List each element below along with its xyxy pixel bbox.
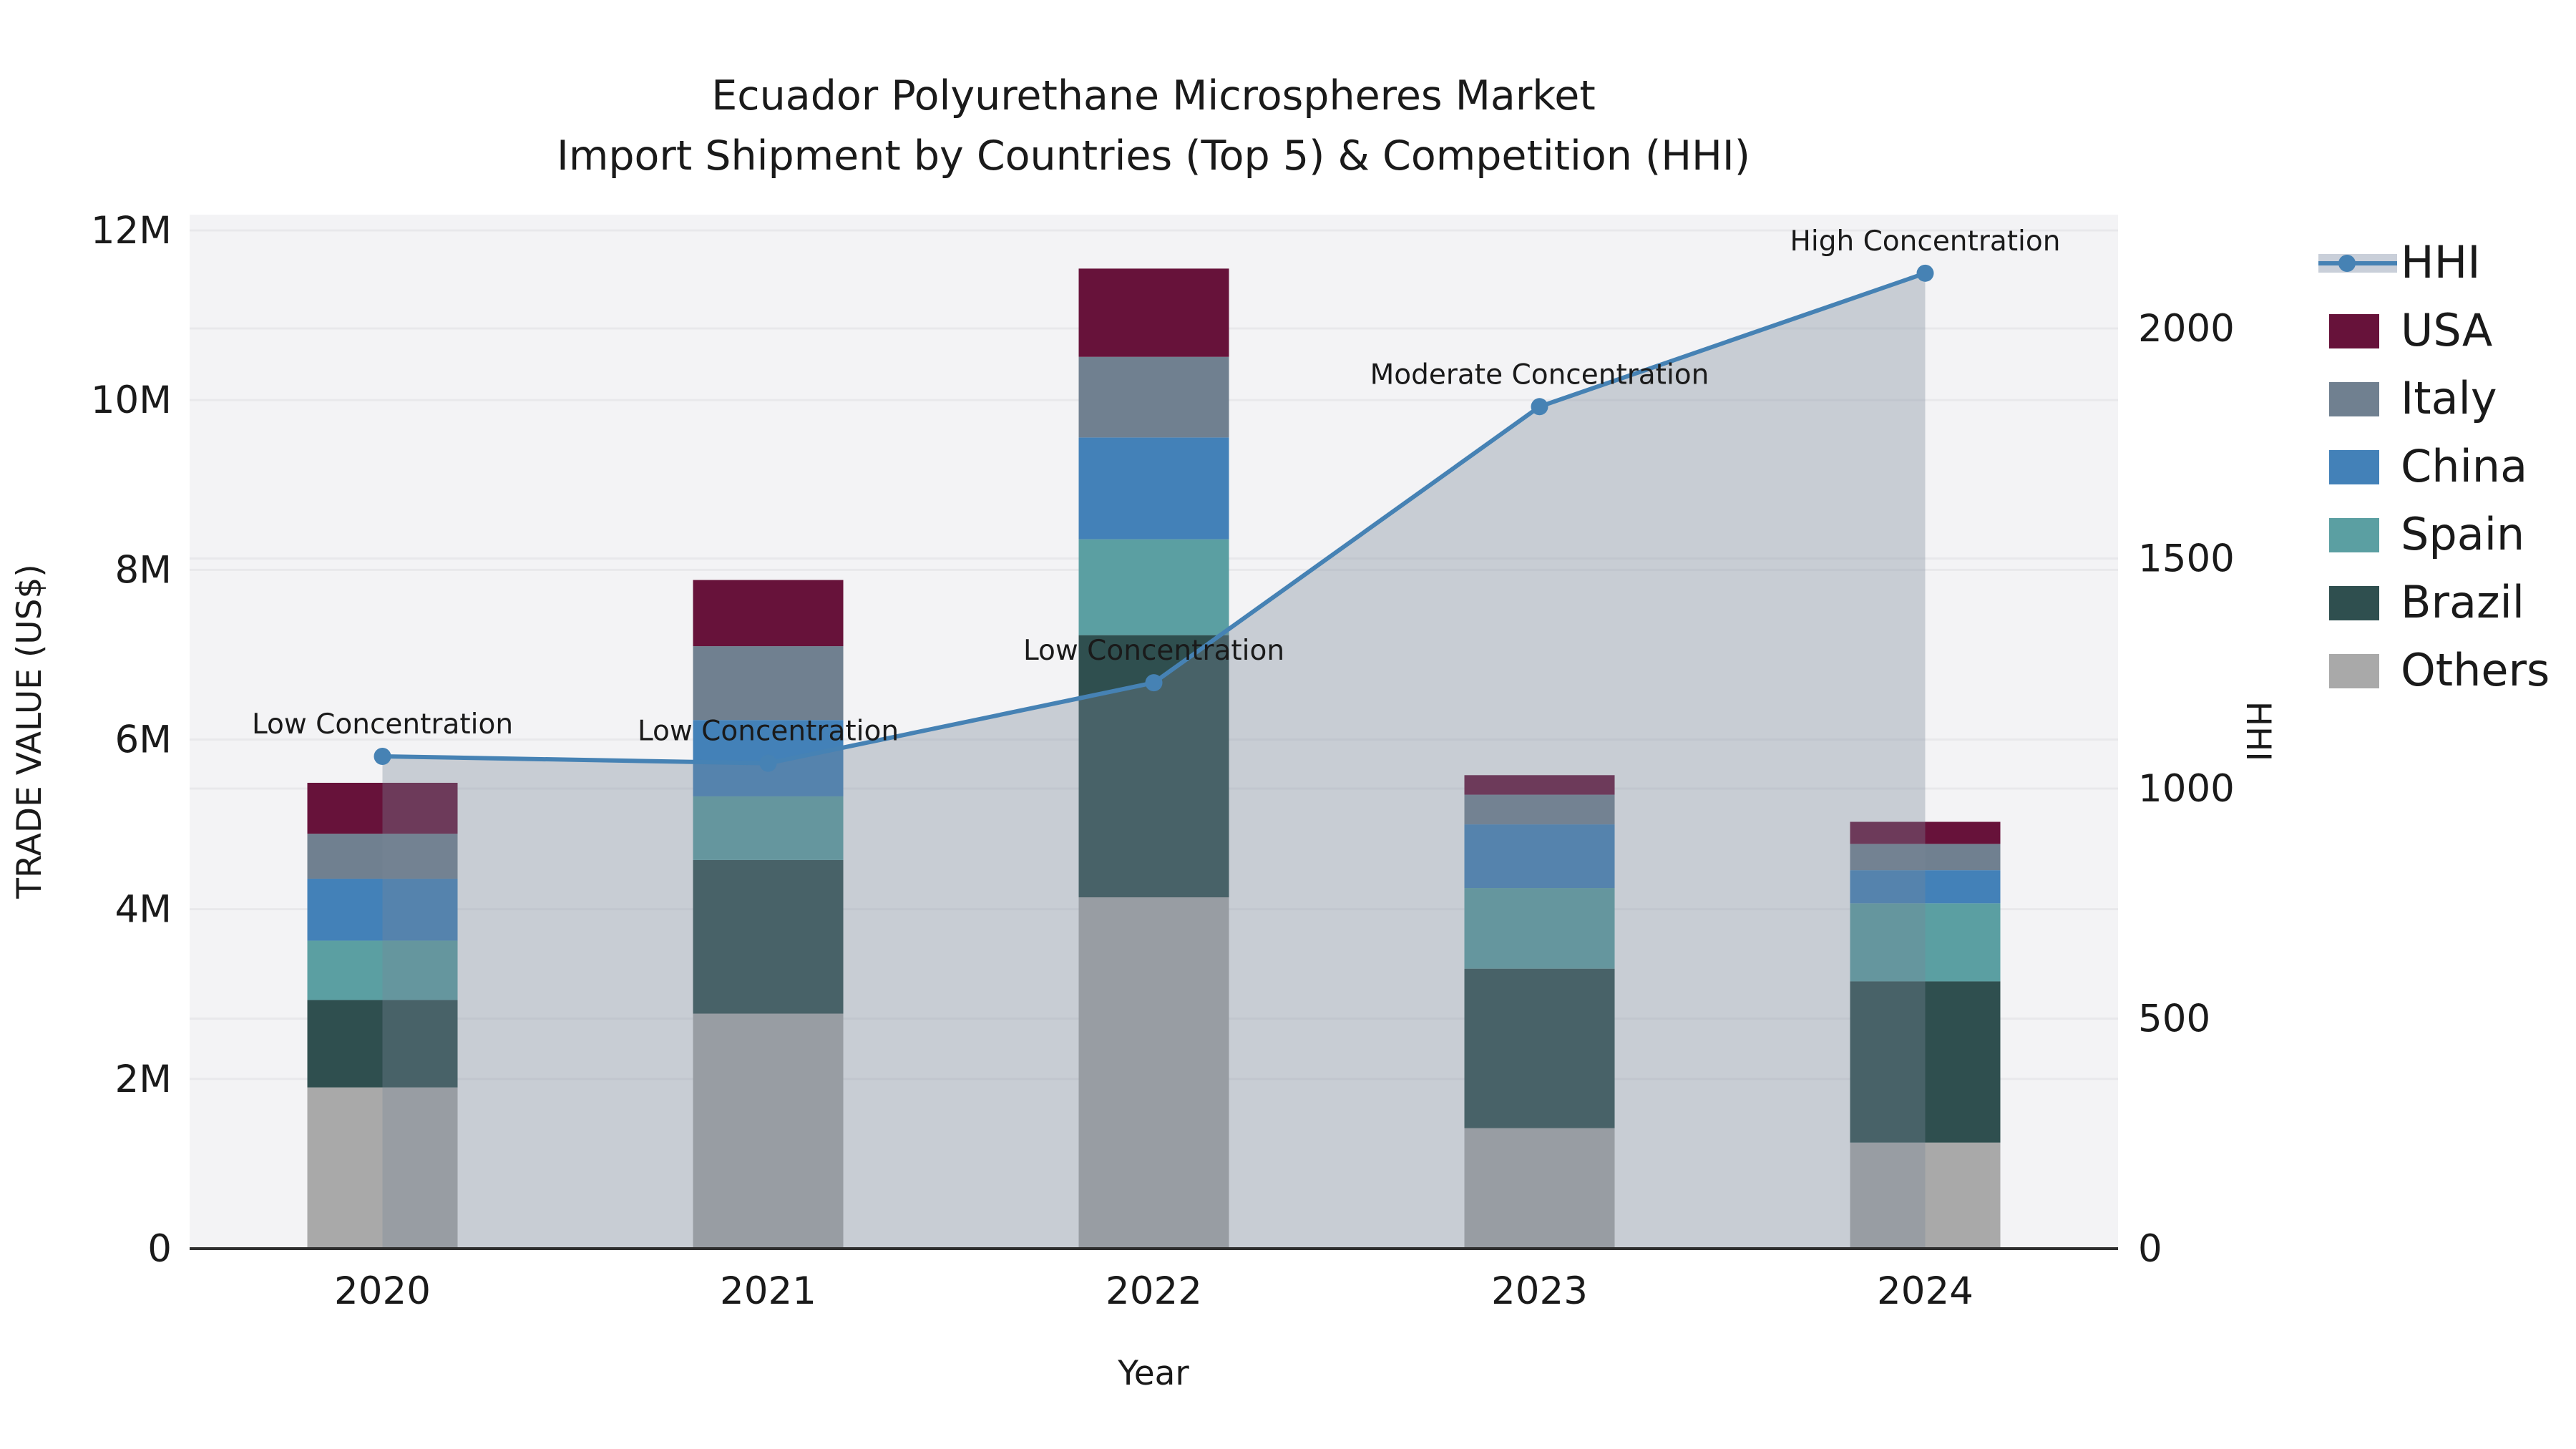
bar-segment-italy-2020 bbox=[307, 834, 458, 879]
bar-segment-china-2020 bbox=[307, 878, 458, 941]
annotation-2021: Low Concentration bbox=[638, 716, 899, 748]
left-tick-label-6M: 6M bbox=[115, 718, 172, 762]
hhi-marker-2020 bbox=[374, 747, 391, 765]
stacked-bars-layer bbox=[307, 268, 2001, 1249]
legend-label-others: Others bbox=[2401, 644, 2550, 696]
legend-swatch-others bbox=[2329, 654, 2379, 688]
bar-segment-china-2022 bbox=[1078, 437, 1229, 540]
left-tick-label-0: 0 bbox=[147, 1227, 172, 1271]
bar-segment-brazil-2020 bbox=[307, 1000, 458, 1088]
x-tick-label-2020: 2020 bbox=[334, 1269, 431, 1313]
bar-segment-spain-2020 bbox=[307, 940, 458, 1000]
legend-swatch-china bbox=[2329, 450, 2379, 484]
legend-swatch-spain bbox=[2329, 518, 2379, 552]
legend: HHI USA Italy China Spain Brazil Others bbox=[2318, 236, 2550, 696]
hhi-marker-2024 bbox=[1916, 264, 1934, 282]
hhi-marker-2023 bbox=[1531, 398, 1548, 416]
bar-segment-italy-2024 bbox=[1850, 844, 2001, 871]
x-axis-title: Year bbox=[1117, 1354, 1189, 1393]
axes-layer: 0 2M 4M 6M 8M 10M 12M 0 500 1000 1500 2000 2020 2021 2… bbox=[91, 209, 2235, 1313]
chart-title-line2: Import Shipment by Countries (Top 5) & C… bbox=[557, 132, 1750, 180]
right-tick-label-1500: 1500 bbox=[2138, 537, 2235, 581]
left-tick-label-10M: 10M bbox=[91, 379, 172, 422]
bar-segment-usa-2023 bbox=[1464, 775, 1615, 795]
legend-label-spain: Spain bbox=[2401, 508, 2524, 560]
annotation-2023: Moderate Concentration bbox=[1370, 358, 1709, 391]
bar-segment-brazil-2024 bbox=[1850, 981, 2001, 1143]
x-tick-label-2022: 2022 bbox=[1106, 1269, 1202, 1313]
bar-segment-others-2024 bbox=[1850, 1142, 2001, 1249]
left-tick-label-8M: 8M bbox=[115, 548, 172, 592]
annotation-layer: Low Concentration Low Concentration Low Co… bbox=[252, 225, 2061, 748]
chart-title-line1: Ecuador Polyurethane Microspheres Market bbox=[711, 72, 1595, 119]
legend-hhi-marker bbox=[2338, 255, 2356, 272]
bar-segment-spain-2022 bbox=[1078, 539, 1229, 635]
bar-segment-others-2022 bbox=[1078, 897, 1229, 1249]
bar-segment-usa-2024 bbox=[1850, 821, 2001, 844]
bar-segment-spain-2021 bbox=[693, 796, 844, 860]
bar-segment-usa-2020 bbox=[307, 782, 458, 834]
bar-segment-spain-2024 bbox=[1850, 903, 2001, 982]
x-tick-label-2021: 2021 bbox=[720, 1269, 816, 1313]
legend-label-china: China bbox=[2401, 440, 2527, 492]
bar-segment-others-2021 bbox=[693, 1013, 844, 1249]
legend-swatch-italy bbox=[2329, 382, 2379, 416]
left-axis-title: TRADE VALUE (US$) bbox=[10, 564, 49, 899]
annotation-2022: Low Concentration bbox=[1023, 635, 1284, 667]
bar-segment-italy-2021 bbox=[693, 646, 844, 721]
right-tick-label-1000: 1000 bbox=[2138, 767, 2235, 811]
legend-swatch-brazil bbox=[2329, 586, 2379, 620]
bar-segment-italy-2023 bbox=[1464, 794, 1615, 825]
bar-segment-others-2023 bbox=[1464, 1128, 1615, 1249]
right-tick-label-2000: 2000 bbox=[2138, 307, 2235, 351]
left-tick-label-2M: 2M bbox=[115, 1058, 172, 1101]
x-tick-label-2024: 2024 bbox=[1877, 1269, 1974, 1313]
hhi-marker-2021 bbox=[759, 754, 777, 772]
bar-segment-brazil-2023 bbox=[1464, 968, 1615, 1128]
hhi-line-layer bbox=[374, 264, 1934, 1249]
legend-label-usa: USA bbox=[2401, 304, 2492, 356]
bar-segment-italy-2022 bbox=[1078, 356, 1229, 438]
bar-segment-china-2024 bbox=[1850, 870, 2001, 904]
x-tick-label-2023: 2023 bbox=[1491, 1269, 1588, 1313]
right-tick-label-500: 500 bbox=[2138, 997, 2210, 1041]
hhi-area-fill bbox=[382, 273, 1926, 1249]
legend-label-italy: Italy bbox=[2401, 372, 2497, 424]
bar-segment-usa-2022 bbox=[1078, 268, 1229, 357]
legend-label-brazil: Brazil bbox=[2401, 576, 2524, 628]
right-axis-title: HHI bbox=[2238, 701, 2278, 762]
annotation-2024: High Concentration bbox=[1790, 225, 2061, 258]
bar-segment-brazil-2021 bbox=[693, 859, 844, 1014]
annotation-2020: Low Concentration bbox=[252, 708, 513, 741]
legend-swatch-usa bbox=[2329, 314, 2379, 348]
legend-label-hhi: HHI bbox=[2401, 236, 2481, 288]
bar-segment-spain-2023 bbox=[1464, 888, 1615, 969]
bar-segment-china-2023 bbox=[1464, 824, 1615, 889]
bar-segment-usa-2021 bbox=[693, 580, 844, 647]
left-tick-label-12M: 12M bbox=[91, 209, 172, 253]
left-tick-label-4M: 4M bbox=[115, 888, 172, 932]
bar-segment-others-2020 bbox=[307, 1087, 458, 1249]
hhi-marker-2022 bbox=[1145, 674, 1163, 692]
right-tick-label-0: 0 bbox=[2138, 1227, 2162, 1271]
